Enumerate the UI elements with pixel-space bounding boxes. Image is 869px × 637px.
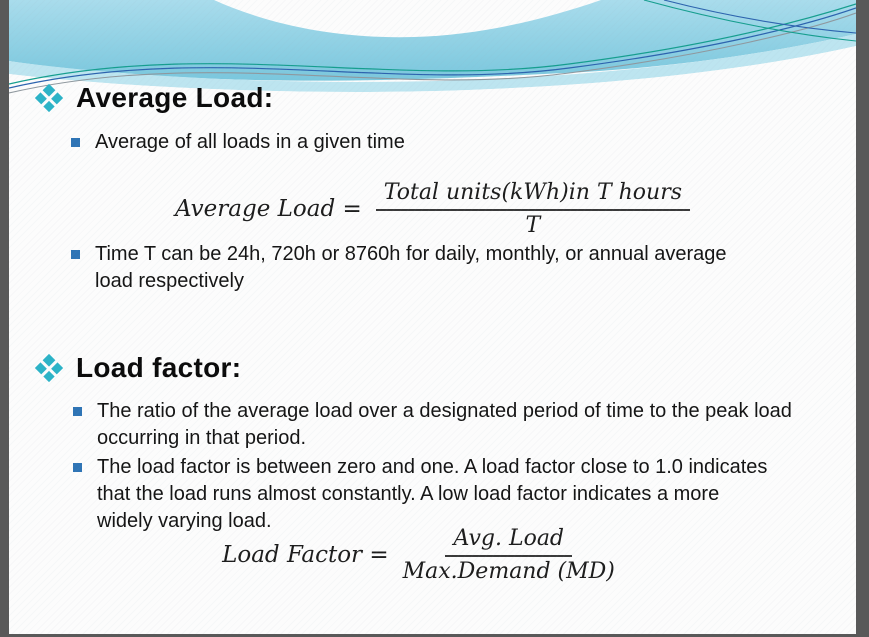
square-bullet-icon (73, 463, 82, 472)
formula-lhs: Average Load = (174, 196, 362, 222)
wave-white-notch (214, 0, 601, 38)
section-title-average-load: Average Load: (76, 82, 274, 113)
square-bullet-icon (71, 250, 80, 259)
diamond-cluster-icon (34, 353, 64, 383)
accent-line-corner-teal (643, 0, 856, 42)
slide-content: Average Load: Average of all loads in a … (9, 0, 856, 634)
section-title-load-factor: Load factor: (76, 352, 242, 383)
bullet-text: The load factor is between zero and one.… (97, 456, 768, 532)
bullet-average-definition: Average of all loads in a given time (71, 129, 771, 156)
formula-numerator: Avg. Load (445, 526, 573, 557)
section-load-factor-title-row: Load factor: (34, 352, 242, 384)
formula-numerator: Total units(kWh)in T hours (375, 180, 691, 211)
wave-light-band (9, 34, 856, 93)
accent-line-gray (9, 12, 856, 94)
formula-fraction: Avg. Load Max.Demand (MD) (403, 526, 615, 584)
diamond-cluster-icon (34, 83, 64, 113)
wave-body-white (9, 46, 856, 100)
formula-denominator: Max.Demand (MD) (402, 559, 615, 584)
section-average-load-title-row: Average Load: (34, 82, 274, 114)
bullet-text: The ratio of the average load over a des… (97, 400, 792, 449)
formula-lhs: Load Factor = (222, 542, 389, 568)
bullet-load-factor-range: The load factor is between zero and one.… (73, 454, 773, 535)
bullet-text: Time T can be 24h, 720h or 8760h for dai… (95, 243, 727, 292)
accent-line-blue (9, 7, 856, 89)
bullet-time-t: Time T can be 24h, 720h or 8760h for dai… (71, 241, 739, 295)
square-bullet-icon (73, 407, 82, 416)
bullet-load-factor-ratio: The ratio of the average load over a des… (73, 398, 801, 452)
accent-line-teal (9, 3, 856, 85)
slide: Average Load: Average of all loads in a … (9, 0, 856, 634)
load-factor-formula: Load Factor = Avg. Load Max.Demand (MD) (9, 526, 842, 584)
accent-line-corner-blue (663, 0, 856, 34)
formula-fraction: Total units(kWh)in T hours T (375, 180, 691, 238)
square-bullet-icon (71, 138, 80, 147)
average-load-formula: Average Load = Total units(kWh)in T hour… (9, 180, 856, 238)
formula-denominator: T (525, 213, 541, 238)
bullet-text: Average of all loads in a given time (95, 131, 405, 153)
header-wave-decoration (9, 0, 856, 100)
wave-main-shape (9, 0, 856, 81)
